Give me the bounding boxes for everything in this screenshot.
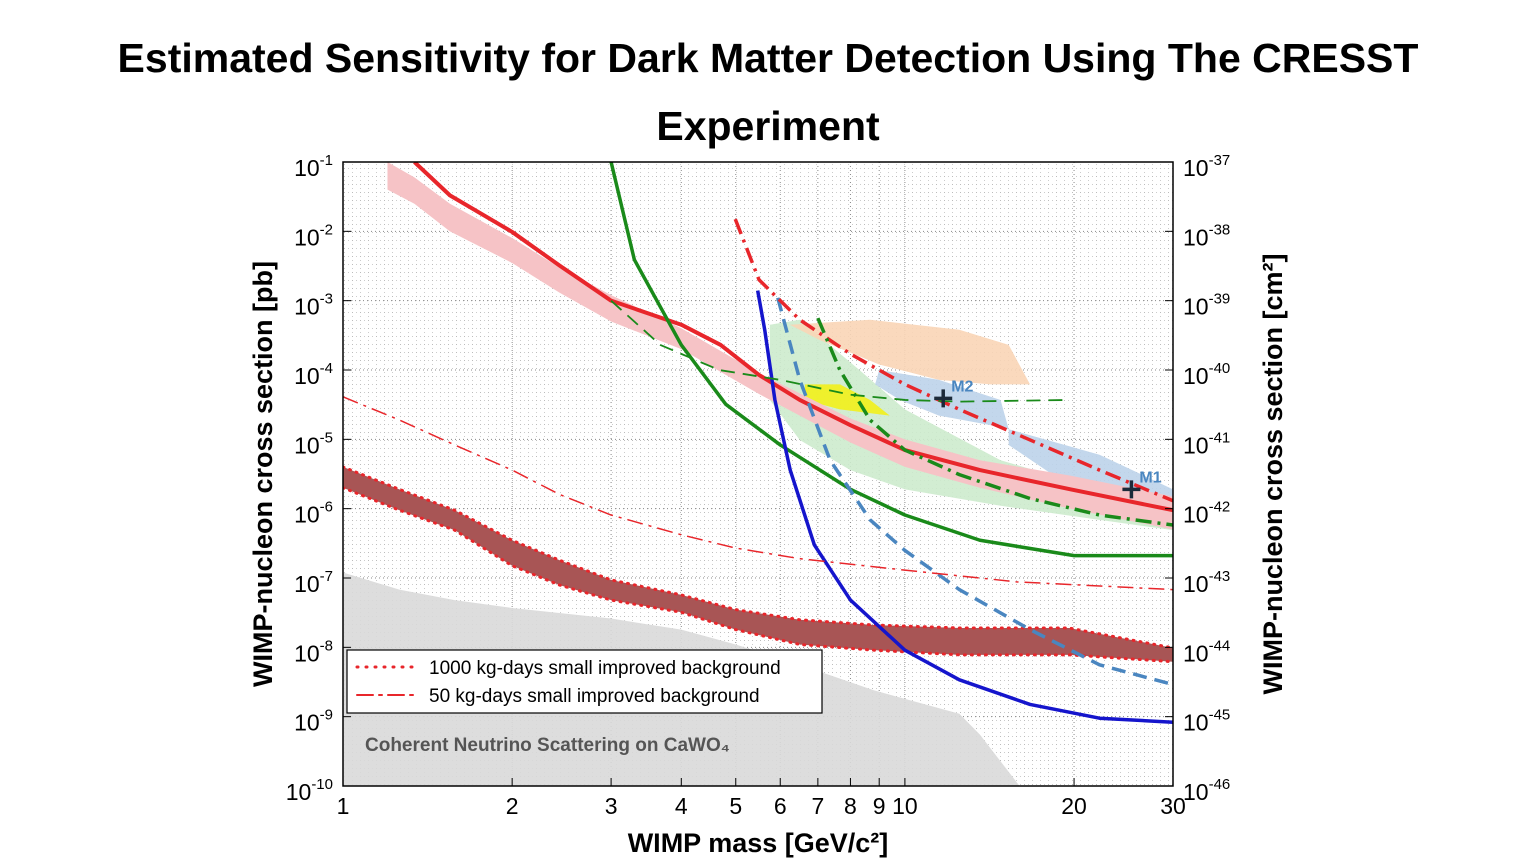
x-axis-title: WIMP mass [GeV/c²] [628,828,889,858]
line [755,290,1173,725]
y-axis-title: WIMP-nucleon cross section [pb] [248,261,278,687]
y-tick-label: 10-1 [294,152,333,181]
legend: 1000 kg-days small improved background 50… [346,649,823,714]
region [804,384,890,416]
x-tick-label: 30 [1160,793,1186,819]
line [776,297,1173,687]
y-tick-label: 10-9 [294,707,333,736]
marker-label: M2 [951,378,973,395]
y2-tick-label: 10-45 [1183,707,1230,736]
y2-tick-label: 10-40 [1183,360,1230,389]
x-tick-label: 10 [892,793,918,819]
region [789,319,1031,385]
line [413,162,1173,513]
line [609,162,1173,558]
y-tick-label: 10-8 [294,637,333,666]
marker [1122,480,1141,499]
x-tick-label: 1 [337,793,350,819]
annotation: Coherent Neutrino Scattering on CaWO₄ [365,735,730,756]
y2-tick-label: 10-44 [1183,637,1230,666]
legend-box [346,649,823,714]
y-tick-label: 10-6 [294,499,333,528]
marker-label: M1 [1139,469,1161,486]
y2-tick-label: 10-38 [1183,221,1230,250]
line [610,299,1070,403]
y2-tick-label: 10-41 [1183,429,1230,458]
axes: 10-10 10-9 10-8 10-7 10-6 10-5 10-4 10-3 10-2 10-… [286,152,1231,819]
legend-label: 50 kg-days small improved background [429,686,760,707]
y-tick-label: 10-2 [294,221,333,250]
line [733,218,1173,503]
x-tick-label: 2 [506,793,519,819]
y-tick-label: 10-4 [294,360,333,389]
line [343,396,1173,591]
plot-frame [342,161,1174,787]
y-tick-label: 10-7 [294,568,333,597]
y-tick-label: 10-10 [286,776,333,805]
y-tick-label: 10-3 [294,291,333,320]
y-tick-label: 10-5 [294,429,333,458]
x-tick-label: 9 [873,793,886,819]
x-tick-label: 3 [605,793,618,819]
x-tick-label: 8 [844,793,857,819]
y2-tick-label: 10-43 [1183,568,1230,597]
x-tick-label: 5 [729,793,742,819]
x-tick-label: 20 [1061,793,1087,819]
y2-tick-label: 10-37 [1183,152,1230,181]
y2-tick-label: 10-46 [1183,776,1230,805]
line [816,317,1173,527]
legend-label: 1000 kg-days small improved background [429,658,781,679]
y2-tick-label: 10-39 [1183,291,1230,320]
marker [934,389,953,408]
band [343,466,1173,662]
band-edge [343,465,1173,650]
x-tick-label: 7 [811,793,824,819]
y2-axis-title: WIMP-nucleon cross section [cm²] [1258,253,1288,694]
band-edge [343,486,1173,664]
y2-tick-label: 10-42 [1183,499,1230,528]
chart-title: Estimated Sensitivity for Dark Matter De… [117,35,1419,149]
x-tick-label: 6 [774,793,787,819]
x-tick-label: 4 [675,793,688,819]
